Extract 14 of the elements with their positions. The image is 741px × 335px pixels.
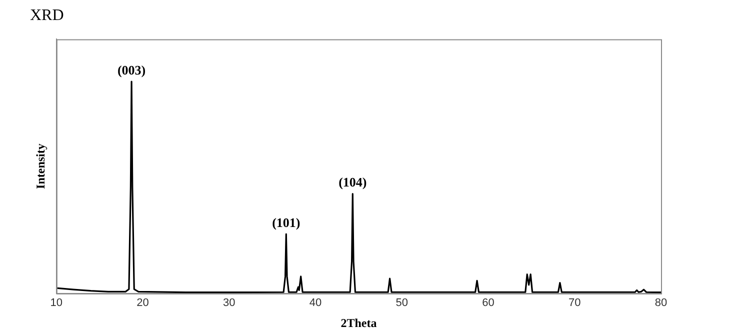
y-axis-title: Intensity	[33, 144, 48, 189]
x-tick-label: 80	[654, 297, 668, 310]
x-tick-label: 30	[223, 297, 236, 310]
x-tick-label: 10	[50, 297, 63, 310]
annotation: (104)	[338, 174, 367, 190]
x-tick-label: 20	[136, 297, 149, 310]
x-tick-label: 50	[396, 297, 408, 310]
x-axis-title: 2Theta	[340, 316, 377, 330]
annotation: (101)	[272, 214, 300, 230]
chart-title: XRD	[30, 6, 64, 24]
x-tick-label: 40	[309, 297, 322, 310]
x-tick-label: 60	[482, 297, 494, 310]
x-tick-label: 70	[568, 297, 581, 310]
annotation: (003)	[117, 62, 146, 78]
